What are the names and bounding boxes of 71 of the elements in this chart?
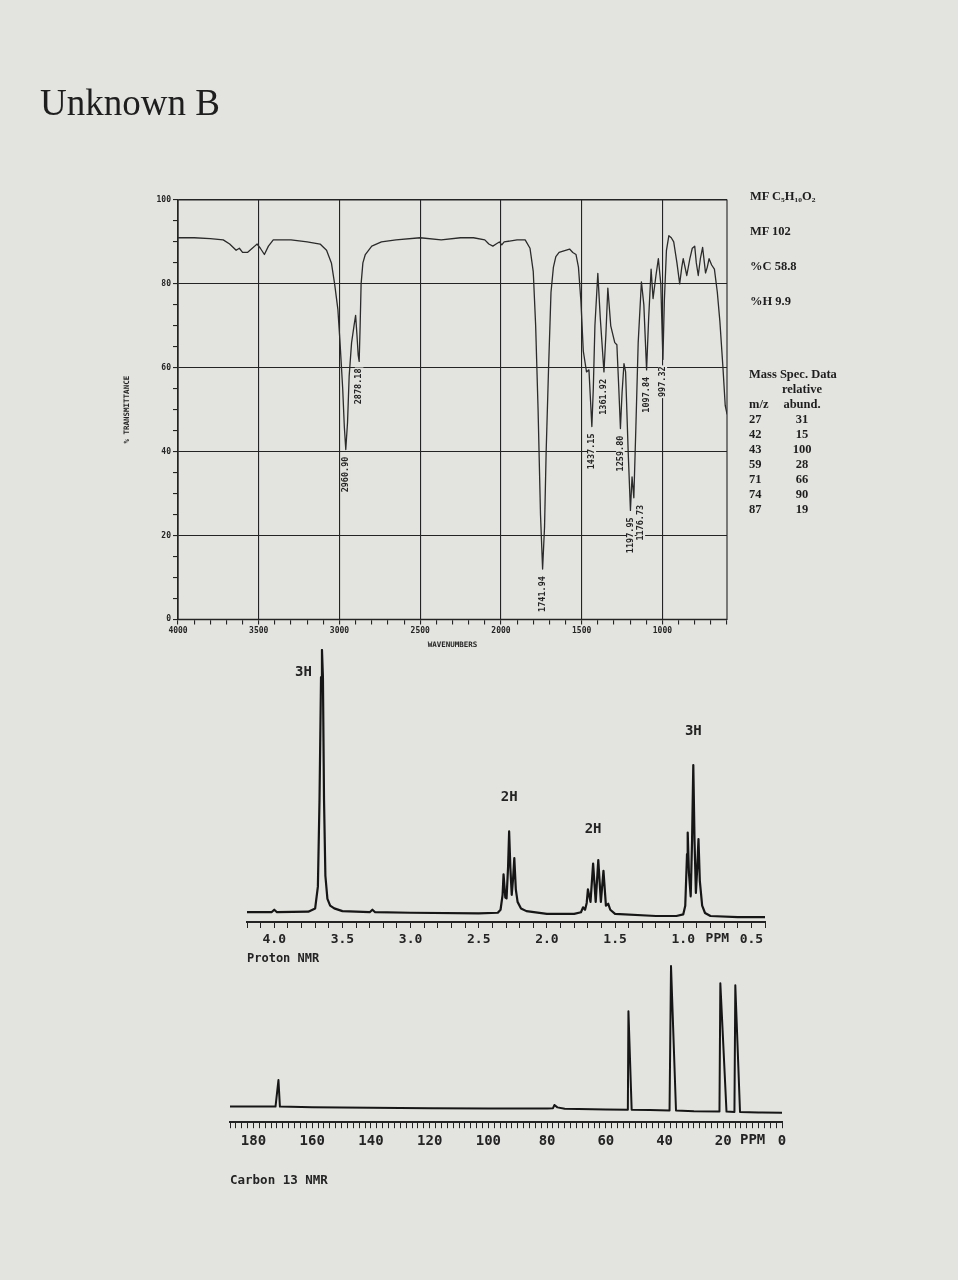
x-tick-label: 140 [358,1132,384,1149]
x-tick-label: 0.5 [739,931,764,947]
text: MF 102 [750,223,792,240]
x-tick-label: 2.5 [466,931,491,947]
text: Carbon 13 NMR [230,1171,329,1187]
x-tick-label: 180 [240,1132,267,1149]
category-label: 87 [749,502,763,517]
annotation: 1197.95 [624,517,635,554]
x-tick-label: 2500 [410,626,431,636]
x-tick-label: 3.5 [330,931,355,947]
x-tick-label: 1000 [652,626,673,636]
annotation: 2960.90 [339,456,350,493]
annotation: 997.32 [657,366,668,398]
x-tick-label: 0 [777,1132,787,1149]
x-tick-label: 2.0 [535,931,559,947]
x-tick-label: 60 [597,1132,615,1149]
text: %C 58.8 [750,258,798,275]
text: relative abund. [781,382,823,412]
data-label: 15 [794,427,810,442]
x-tick-label: 160 [299,1132,325,1149]
text: Mass Spec. Data [749,367,838,382]
annotation: 1259.80 [614,435,625,472]
y-tick-label: 100 [156,195,172,205]
annotation: 2H [500,788,518,805]
text: Proton NMR [247,950,321,965]
category-label: 27 [749,412,763,427]
category-label: 74 [749,487,763,502]
x-tick-label: 1500 [572,626,592,636]
x-tick-label: 2000 [491,626,511,636]
data-label: 31 [794,412,810,427]
x-tick-label: 4.0 [262,931,287,947]
x-axis-title: PPM [705,929,730,945]
x-tick-label: 20 [714,1132,732,1149]
x-tick-label: 1.0 [671,931,696,947]
annotation: 1741.94 [536,576,547,612]
data-label: 100 [791,442,813,457]
data-label: 19 [794,502,810,517]
category-label: 42 [749,427,763,442]
x-tick-label: 100 [475,1132,502,1149]
annotation: 2H [584,820,602,837]
annotation: 1176.73 [635,504,646,541]
annotation: 1097.84 [640,376,651,413]
annotation: 2878.18 [353,368,364,405]
x-tick-label: 3.0 [398,931,423,947]
chart-title: Unknown B [40,82,220,124]
x-tick-label: 1.5 [603,931,627,947]
category-label: 43 [749,442,763,457]
annotation: 3H [295,662,312,679]
x-tick-label: 3500 [249,626,269,636]
text: m/z [749,396,770,412]
y-tick-label: 40 [161,446,172,456]
annotation: 1437.15 [586,433,597,470]
annotation: 1361.92 [598,378,609,415]
data-label: 28 [794,457,810,472]
x-tick-label: 80 [538,1132,556,1149]
x-axis-title: PPM [739,1130,766,1147]
x-tick-label: 40 [656,1132,673,1149]
annotation: 3H [684,721,702,738]
data-label: 90 [794,487,810,502]
y-tick-label: 20 [161,530,172,540]
x-tick-label: 4000 [168,626,188,636]
y-tick-label: 0 [166,614,172,624]
text: MF C₅H₁₀O₂ [750,188,817,205]
y-tick-label: 60 [161,362,172,372]
text: %H 9.9 [750,293,792,310]
x-tick-label: 3000 [329,626,350,636]
x-tick-label: 120 [417,1132,443,1149]
category-label: 71 [749,472,763,487]
category-label: 59 [749,457,763,472]
y-tick-label: 80 [161,278,172,288]
data-label: 66 [794,472,810,487]
